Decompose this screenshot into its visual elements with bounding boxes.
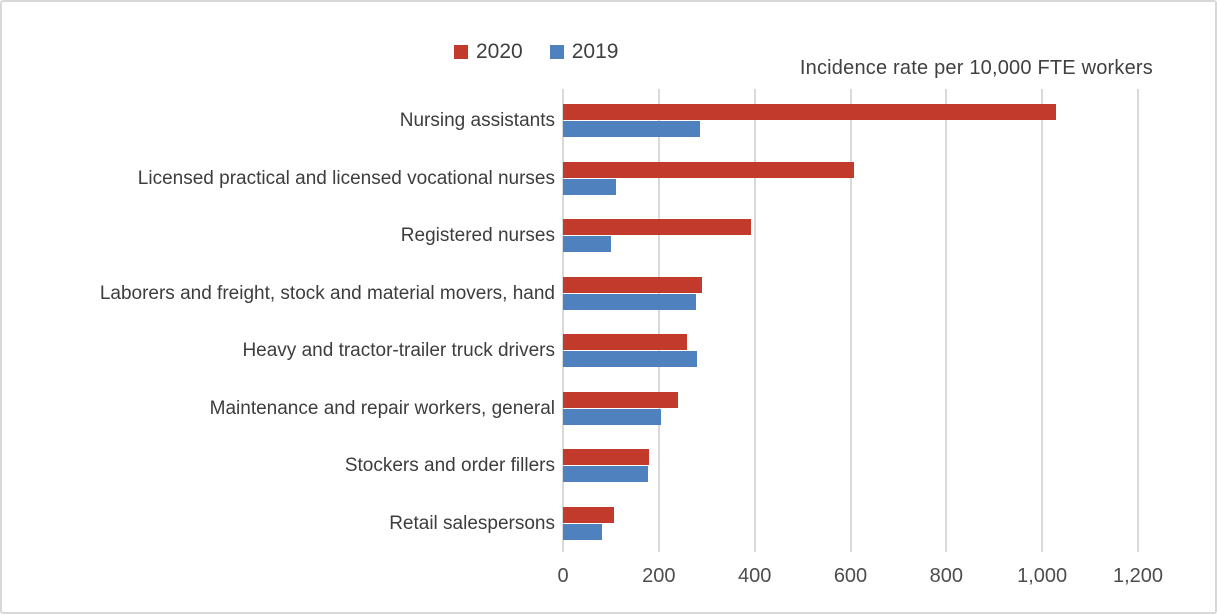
x-tick-label: 0 — [557, 565, 569, 587]
category-label: Maintenance and repair workers, general — [209, 397, 555, 419]
x-tick-label: 1,200 — [1112, 565, 1164, 587]
axis-title: Incidence rate per 10,000 FTE workers — [799, 57, 1153, 79]
gridline — [753, 89, 756, 552]
legend-item-2020: 2020 — [454, 40, 523, 64]
category-label: Heavy and tractor-trailer truck drivers — [242, 340, 555, 361]
bar-2019 — [563, 408, 661, 425]
legend-item-2019: 2019 — [549, 40, 619, 64]
gridline — [1041, 89, 1044, 552]
x-tick-label: 1,000 — [1017, 565, 1068, 587]
gridline — [849, 89, 852, 552]
category-label: Stockers and order fillers — [344, 455, 555, 476]
category-label: Retail salespersons — [389, 512, 555, 534]
legend-label-2019: 2019 — [571, 40, 619, 63]
bar-2019 — [563, 293, 696, 310]
category-label: Registered nurses — [400, 225, 555, 246]
legend-swatch-2019 — [549, 45, 564, 59]
bar-2019 — [563, 523, 602, 540]
bar-2020 — [563, 104, 1056, 120]
gridline — [657, 89, 660, 552]
bar-2019 — [563, 178, 616, 195]
gridline — [562, 89, 564, 552]
x-tick-label: 200 — [642, 565, 676, 587]
legend-swatch-2020 — [454, 45, 468, 59]
bar-2019 — [563, 466, 648, 482]
category-label: Nursing assistants — [399, 110, 555, 131]
x-tick-label: 400 — [737, 565, 772, 587]
gridline — [1137, 89, 1139, 552]
bar-2020 — [563, 449, 649, 465]
bar-2020 — [563, 334, 687, 350]
legend-label-2020: 2020 — [476, 40, 523, 63]
x-tick-label: 800 — [929, 565, 964, 587]
bar-2019 — [563, 236, 611, 252]
x-tick-label: 600 — [833, 565, 868, 587]
bar-2019 — [563, 121, 700, 137]
bar-2020 — [563, 219, 751, 235]
gridline — [945, 89, 948, 552]
bar-2019 — [563, 351, 697, 367]
bar-2020 — [563, 391, 678, 408]
bar-2020 — [563, 276, 702, 293]
bar-2020 — [563, 161, 854, 178]
category-label: Licensed practical and licensed vocation… — [137, 167, 555, 189]
legend: 2020 2019 — [454, 40, 618, 64]
bar-2020 — [563, 506, 614, 523]
category-label: Laborers and freight, stock and material… — [99, 282, 555, 304]
